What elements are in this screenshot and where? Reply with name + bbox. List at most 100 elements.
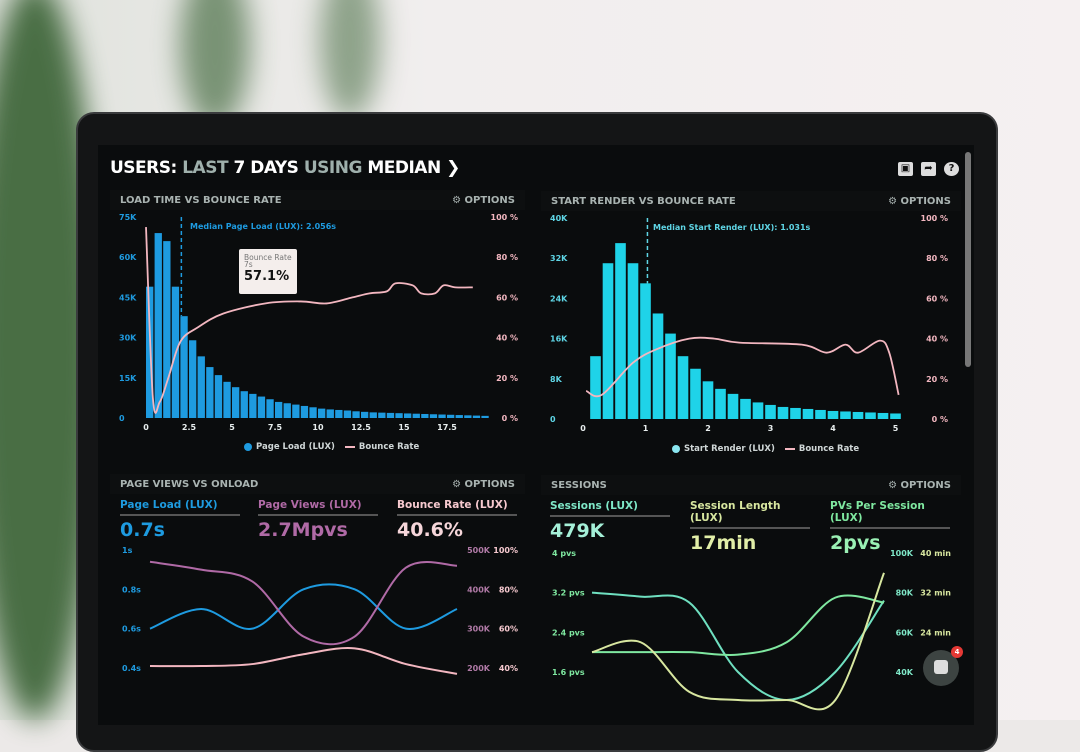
bar: [421, 413, 429, 418]
options-button[interactable]: ⚙ OPTIONS: [452, 194, 515, 206]
x-tick-label: 2.5: [182, 423, 197, 432]
sessions-chart: 1.6 pvs 2.4 pvs 3.2 pvs 4 pvs 40K 60K 80K 100K 2…: [552, 549, 951, 711]
options-button[interactable]: ⚙ OPTIONS: [888, 479, 951, 491]
tooltip: Bounce Rate 7s 57.1%: [239, 249, 297, 294]
title-using: USING: [303, 158, 363, 178]
y2-tick-label: 80 %: [496, 253, 518, 262]
help-icon[interactable]: ?: [944, 162, 959, 176]
chat-button[interactable]: 4: [923, 646, 963, 686]
x-tick-label: 0: [580, 424, 586, 433]
median-label: Median Page Load (LUX): 2.056s: [190, 222, 337, 231]
x-tick-label: 5: [229, 423, 235, 432]
bar: [790, 407, 801, 419]
metric-value: 479K: [550, 520, 605, 542]
series-line: [149, 583, 458, 630]
y2-tick-label: 40 %: [496, 334, 518, 343]
legend-item[interactable]: Page Load (LUX): [244, 442, 335, 452]
bar: [318, 408, 326, 418]
bar: [840, 411, 851, 419]
bar: [283, 403, 291, 418]
share-icon[interactable]: ➦: [921, 162, 936, 176]
y2-tick-label: 60K: [896, 628, 914, 637]
y-tick-label: 16K: [550, 335, 568, 344]
y-tick-label: 0.6s: [122, 625, 141, 634]
y3-tick-label: 60%: [499, 625, 518, 634]
metric-label: Page Load (LUX): [120, 499, 240, 516]
options-label: OPTIONS: [464, 194, 515, 206]
plant-leaf: [180, 0, 250, 130]
metric-label: PVs Per Session (LUX): [830, 500, 950, 529]
legend-item[interactable]: Start Render (LUX): [672, 444, 775, 454]
bar: [447, 414, 455, 418]
bar: [292, 404, 300, 418]
bar: [852, 411, 864, 419]
pageviews-chart: 0.4s 0.6s 0.8s 1s 200K 300K 400K 500K 40% 60% 80% 1…: [122, 546, 518, 675]
bar: [590, 356, 601, 419]
bar: [877, 412, 889, 419]
y3-tick-label: 80%: [499, 585, 518, 594]
bar: [335, 409, 343, 418]
bar: [240, 391, 248, 418]
load-time-chart: 0 15K 30K 45K 60K 75K 0 % 20 % 40 % 60 % 80 % 100 %…: [119, 213, 519, 432]
legend-render: Start Render (LUX) Bounce Rate: [672, 444, 859, 454]
y2-tick-label: 100 %: [921, 214, 949, 223]
bar: [665, 333, 676, 419]
y2-tick-label: 200K: [467, 664, 491, 673]
bar: [395, 413, 403, 418]
bar: [865, 412, 876, 419]
y-tick-label: 15K: [119, 374, 137, 383]
bar: [429, 414, 438, 418]
bar: [690, 368, 701, 419]
y-tick-label: 75K: [119, 213, 137, 222]
panel-title: PAGE VIEWS VS ONLOAD: [120, 478, 259, 490]
page-title[interactable]: USERS: LAST 7 DAYS USING MEDIAN ❯: [110, 158, 460, 178]
bar: [206, 367, 214, 418]
scrollbar[interactable]: [965, 152, 971, 367]
bar: [472, 415, 481, 418]
chat-icon: [934, 660, 948, 674]
bar: [223, 381, 231, 418]
y-tick-label: 2.4 pvs: [552, 628, 585, 637]
legend-item[interactable]: Bounce Rate: [344, 442, 419, 452]
y2-tick-label: 40K: [896, 668, 914, 677]
y3-tick-label: 40 min: [920, 549, 951, 558]
y2-tick-label: 20 %: [926, 375, 948, 384]
options-button[interactable]: ⚙ OPTIONS: [452, 478, 515, 490]
bar: [827, 410, 839, 419]
metric-value: 2pvs: [830, 532, 881, 554]
bar: [740, 398, 751, 419]
start-render-chart: 0 8K 16K 24K 32K 40K 0 % 20 % 40 % 60 % 80 % 100 % 0…: [550, 214, 949, 433]
title-range: 7 DAYS: [233, 158, 299, 178]
bar: [275, 401, 283, 418]
bar: [154, 233, 162, 418]
bar: [412, 413, 420, 418]
y2-tick-label: 40 %: [926, 335, 948, 344]
bar: [343, 410, 352, 418]
series-line: [591, 572, 885, 711]
bar: [615, 243, 626, 419]
title-users: USERS:: [110, 158, 177, 178]
bar: [702, 381, 714, 419]
y2-tick-label: 100 %: [491, 213, 519, 222]
bar: [266, 399, 274, 418]
legend-item[interactable]: Bounce Rate: [784, 444, 859, 454]
x-tick-label: 12.5: [351, 423, 371, 432]
series-line: [591, 591, 885, 702]
metric-page-load: Page Load (LUX) 0.7s: [120, 499, 240, 541]
x-tick-label: 10: [312, 423, 324, 432]
y2-tick-label: 80 %: [926, 254, 948, 263]
y3-tick-label: 24 min: [920, 628, 951, 637]
chevron-down-icon[interactable]: ❯: [446, 158, 460, 178]
panel-title: SESSIONS: [551, 479, 607, 491]
bar: [257, 396, 266, 418]
bar: [197, 356, 205, 418]
y-tick-label: 45K: [119, 293, 137, 302]
monitor-icon[interactable]: ▣: [898, 162, 913, 176]
options-button[interactable]: ⚙ OPTIONS: [888, 195, 951, 207]
metric-value: 2.7Mpvs: [258, 519, 348, 541]
y2-tick-label: 500K: [467, 546, 491, 555]
bar: [652, 313, 664, 419]
y2-tick-label: 300K: [467, 625, 491, 634]
metric-value: 40.6%: [397, 519, 463, 541]
panel-header-render: START RENDER VS BOUNCE RATE ⚙ OPTIONS: [541, 191, 961, 211]
